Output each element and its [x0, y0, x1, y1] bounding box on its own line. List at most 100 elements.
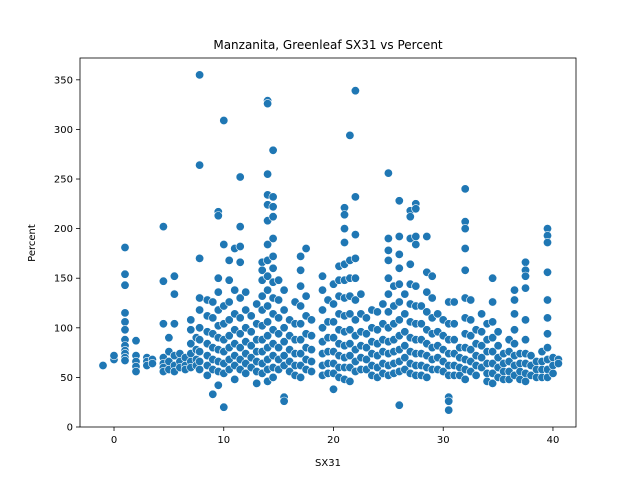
x-tick-label: 30: [437, 435, 450, 446]
data-point: [378, 299, 388, 309]
data-point: [268, 192, 278, 202]
data-point: [411, 204, 421, 214]
data-point: [296, 319, 306, 329]
data-point: [296, 265, 306, 275]
data-point: [195, 323, 205, 333]
data-point: [120, 243, 130, 253]
data-point: [427, 271, 437, 281]
y-tick-label: 150: [54, 274, 73, 285]
data-point: [268, 263, 278, 273]
data-point: [466, 315, 476, 325]
data-point: [460, 244, 470, 254]
data-point: [219, 116, 229, 126]
data-point: [488, 297, 498, 307]
data-point: [394, 279, 404, 289]
data-point: [208, 389, 218, 399]
data-point: [383, 234, 393, 244]
data-point: [224, 331, 234, 341]
data-point: [296, 372, 306, 382]
x-axis: 0 10 20 30 40: [111, 427, 559, 446]
data-point: [279, 396, 289, 406]
data-point: [405, 212, 415, 222]
data-point: [235, 343, 245, 353]
data-point: [301, 244, 311, 254]
data-point: [449, 297, 459, 307]
data-point: [208, 297, 218, 307]
data-point: [158, 319, 168, 329]
data-point: [548, 368, 558, 378]
data-point: [219, 402, 229, 412]
data-point: [213, 211, 223, 221]
data-point: [208, 313, 218, 323]
data-point: [235, 257, 245, 267]
data-point: [460, 374, 470, 384]
data-point: [257, 291, 267, 301]
data-point: [471, 370, 481, 380]
data-point: [542, 313, 552, 323]
data-point: [361, 313, 371, 323]
data-point: [317, 323, 327, 333]
data-point: [400, 353, 410, 363]
data-point: [246, 341, 256, 351]
data-point: [477, 309, 487, 319]
data-point: [213, 380, 223, 390]
data-point: [235, 222, 245, 232]
data-point: [120, 325, 130, 335]
data-point: [372, 307, 382, 317]
data-point: [361, 329, 371, 339]
data-point: [328, 333, 338, 343]
data-point: [263, 317, 273, 327]
data-point: [493, 327, 503, 337]
data-point: [345, 351, 355, 361]
data-point: [306, 331, 316, 341]
data-point: [263, 271, 273, 281]
data-point: [460, 184, 470, 194]
data-point: [400, 289, 410, 299]
data-point: [169, 289, 179, 299]
data-point: [120, 317, 130, 327]
data-point: [356, 289, 366, 299]
data-point: [394, 400, 404, 410]
data-point: [405, 259, 415, 269]
data-point: [279, 323, 289, 333]
data-point: [195, 356, 205, 366]
data-point: [120, 355, 130, 365]
data-point: [186, 325, 196, 335]
data-point: [411, 232, 421, 242]
data-point: [268, 251, 278, 261]
data-point: [542, 295, 552, 305]
data-point: [350, 230, 360, 240]
data-point: [263, 285, 273, 295]
data-point: [449, 319, 459, 329]
data-point: [296, 251, 306, 261]
data-point: [460, 224, 470, 234]
data-point: [268, 202, 278, 212]
data-point: [317, 271, 327, 281]
data-point: [213, 273, 223, 283]
data-point: [350, 253, 360, 263]
data-point: [422, 307, 432, 317]
data-point: [493, 341, 503, 351]
data-point: [427, 293, 437, 303]
data-point: [488, 347, 498, 357]
data-point: [488, 378, 498, 388]
data-point: [345, 130, 355, 140]
data-point: [219, 240, 229, 250]
data-point: [301, 291, 311, 301]
data-point: [542, 343, 552, 353]
data-point: [263, 99, 273, 109]
data-point: [224, 297, 234, 307]
data-point: [542, 238, 552, 248]
data-point: [274, 329, 284, 339]
data-point: [350, 86, 360, 96]
data-point: [542, 329, 552, 339]
data-point: [345, 309, 355, 319]
y-tick-label: 250: [54, 175, 73, 186]
data-point: [433, 309, 443, 319]
data-point: [186, 339, 196, 349]
data-point: [383, 273, 393, 283]
data-point: [235, 293, 245, 303]
data-point: [241, 305, 251, 315]
data-point: [306, 315, 316, 325]
